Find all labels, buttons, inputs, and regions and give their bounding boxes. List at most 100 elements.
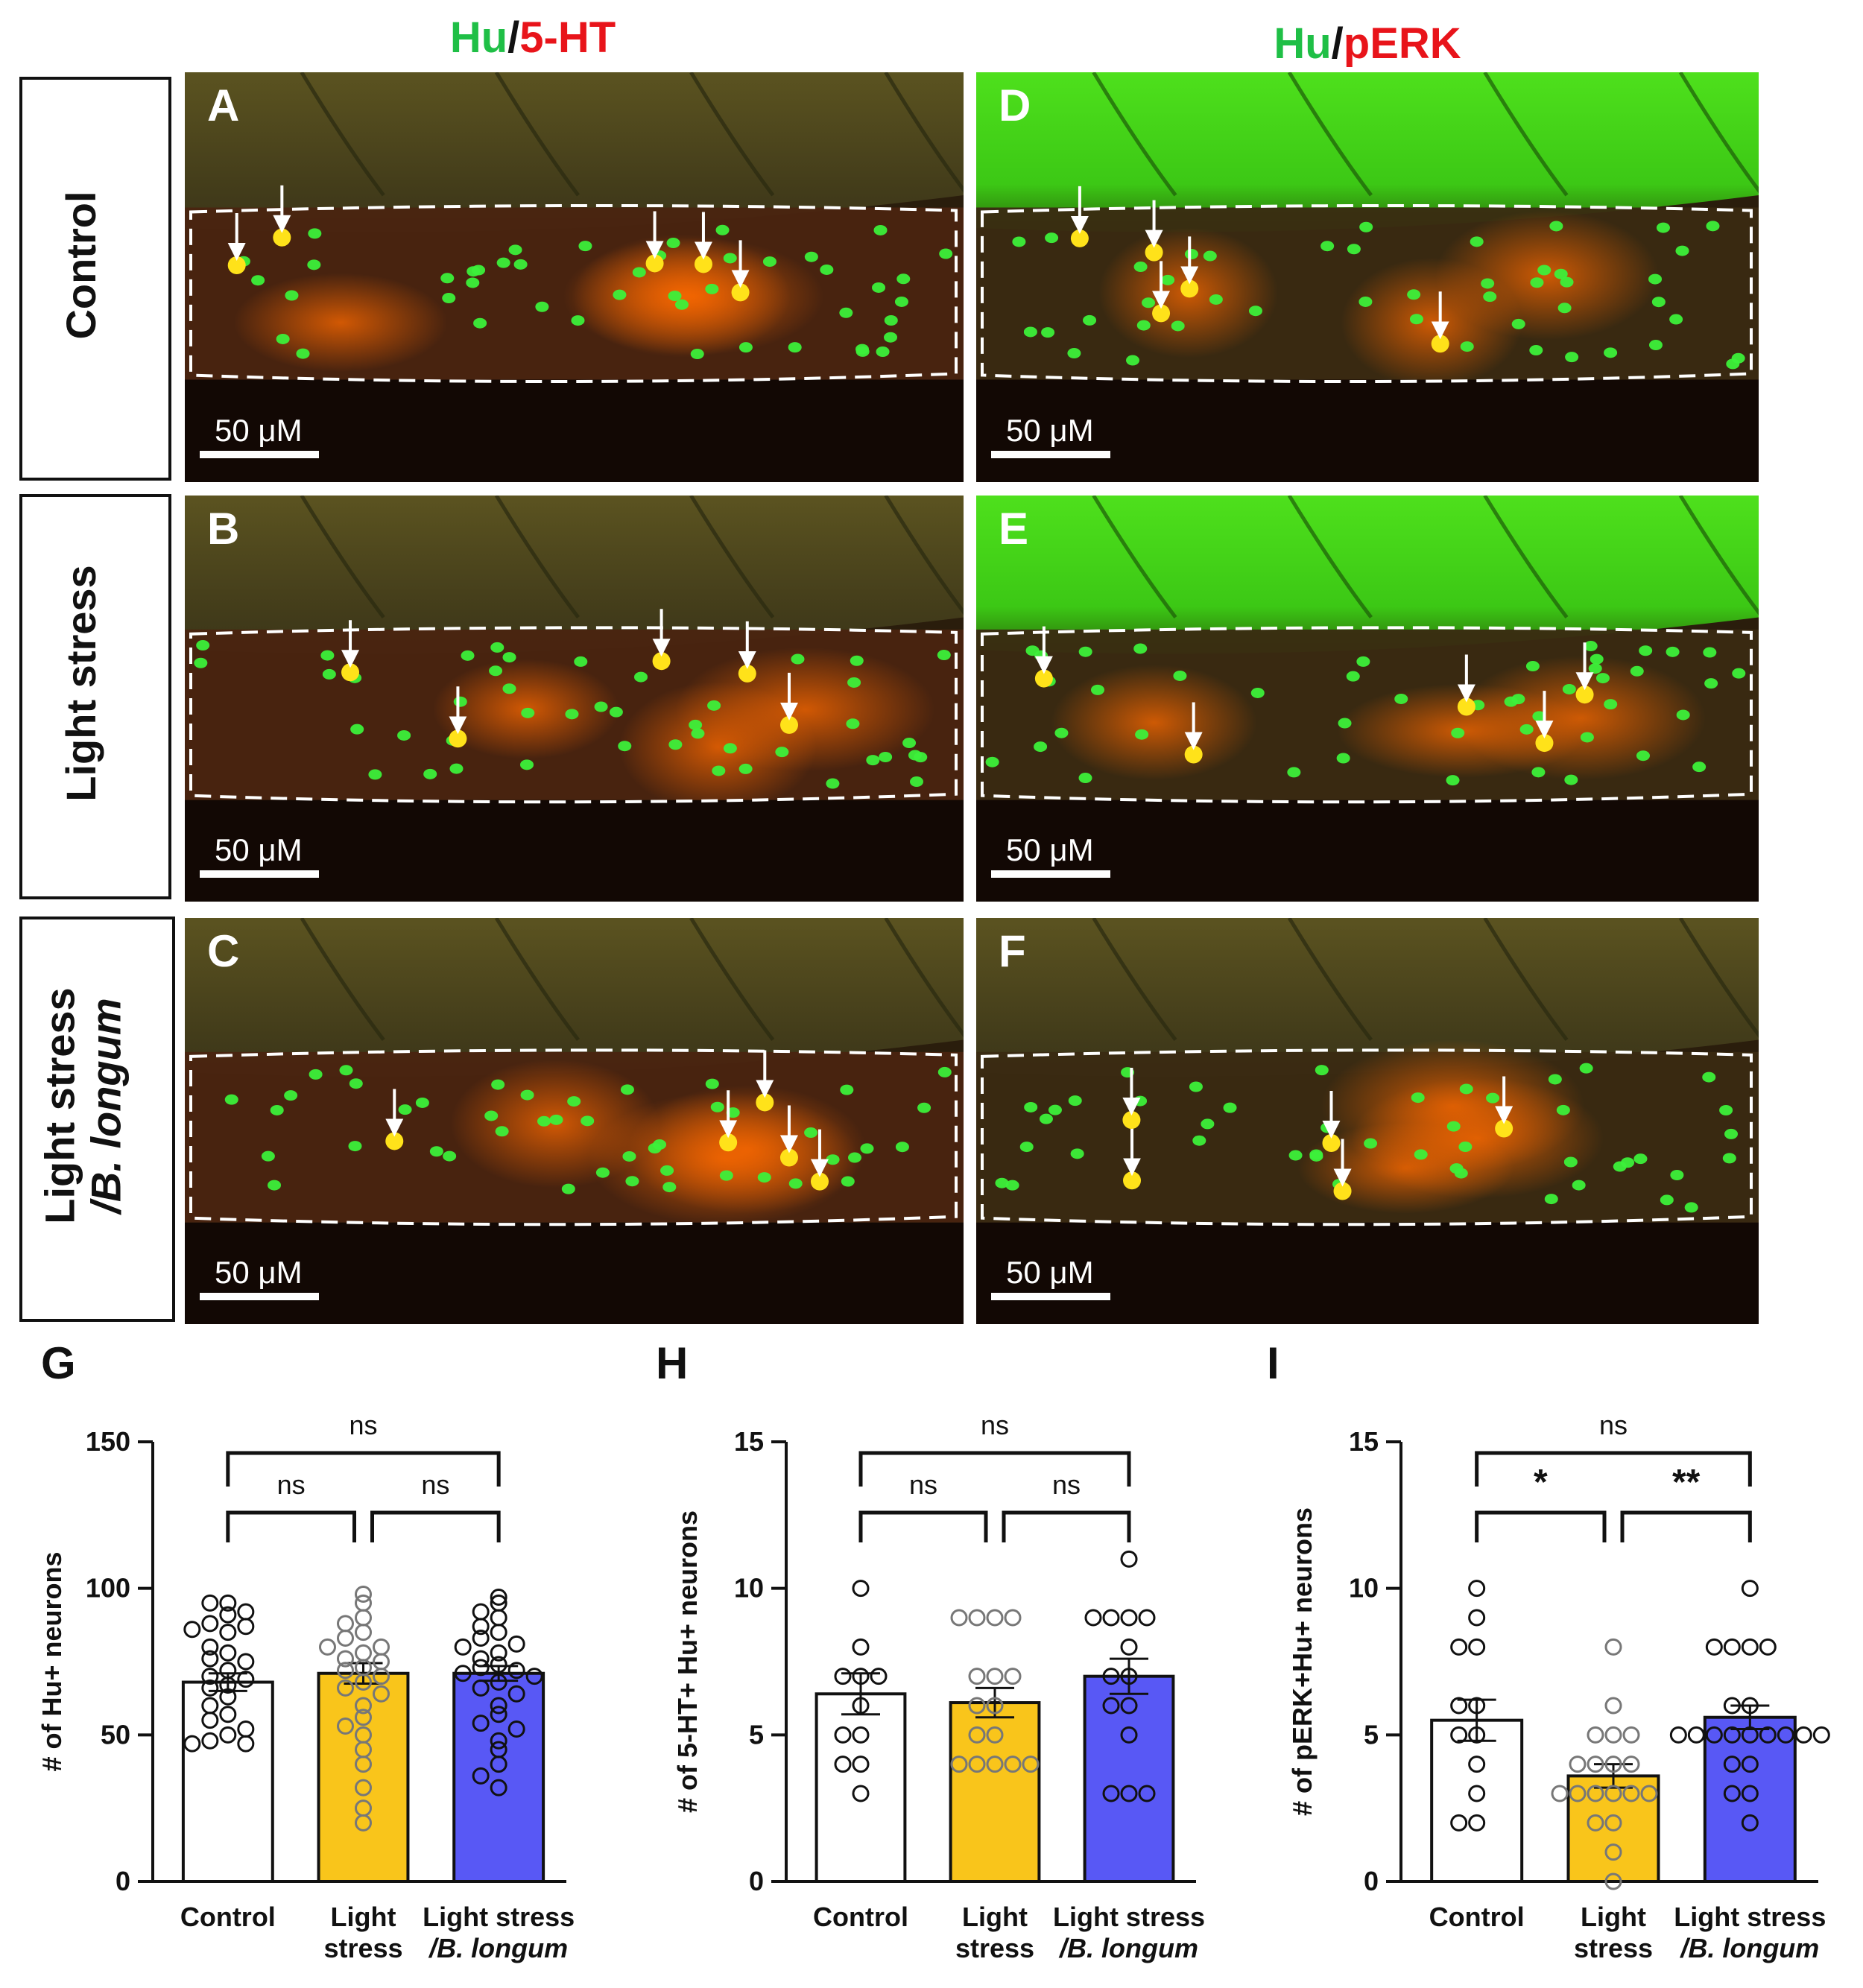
significance-bracket xyxy=(226,1451,501,1487)
data-point xyxy=(986,1726,1004,1744)
data-point xyxy=(986,1756,1004,1773)
hu-neuron xyxy=(1511,318,1525,329)
hu-neuron xyxy=(1511,694,1525,705)
hu-neuron xyxy=(320,650,335,661)
hu-neuron xyxy=(453,696,467,707)
data-point xyxy=(201,1638,219,1656)
scale-bar-label: 50 μM xyxy=(215,832,303,867)
data-point xyxy=(1468,1697,1486,1715)
hu-neuron xyxy=(567,1096,581,1107)
data-point xyxy=(1468,1785,1486,1802)
data-point xyxy=(490,1656,507,1674)
significance-bracket xyxy=(1475,1510,1607,1542)
scale-bar-label: 50 μM xyxy=(1006,413,1094,448)
hu-neuron xyxy=(804,1127,818,1139)
hu-neuron xyxy=(1604,347,1618,358)
hu-neuron xyxy=(261,1150,275,1162)
row-label-frame xyxy=(19,494,171,899)
muscle-striation xyxy=(884,918,964,1038)
chart-g: G # of Hu+ neurons 0 50 100 150 Control Lightst… xyxy=(37,1338,575,1963)
hu-neuron xyxy=(1338,718,1352,729)
hu-neuron xyxy=(449,763,464,774)
hu-neuron xyxy=(1556,1104,1570,1115)
data-point xyxy=(472,1679,490,1697)
hu-neuron xyxy=(1090,684,1104,695)
hu-neuron xyxy=(284,1090,298,1101)
hu-neuron xyxy=(633,671,648,683)
hu-neuron xyxy=(1067,348,1081,359)
data-point xyxy=(1004,1668,1022,1685)
data-point xyxy=(1120,1550,1138,1568)
data-point xyxy=(490,1706,507,1723)
data-point xyxy=(834,1668,852,1685)
data-point xyxy=(1468,1580,1486,1598)
muscle-striation xyxy=(494,918,580,1042)
data-point xyxy=(355,1644,372,1662)
hu-neuron xyxy=(1666,646,1680,657)
column-title-red: pERK xyxy=(1344,19,1461,68)
hu-neuron xyxy=(1702,1071,1716,1083)
category-label: stress xyxy=(1574,1933,1653,1963)
data-point xyxy=(852,1668,870,1685)
hu-neuron xyxy=(1684,1202,1698,1213)
y-tick-label: 0 xyxy=(749,1866,764,1896)
data-point xyxy=(1687,1726,1705,1744)
data-point xyxy=(472,1767,490,1785)
hu-neuron xyxy=(1019,1142,1034,1153)
panel-lower-dark xyxy=(185,1222,964,1324)
data-point xyxy=(355,1609,372,1627)
hu-neuron xyxy=(1548,1074,1562,1085)
category-label: Control xyxy=(180,1902,276,1932)
bar-2 xyxy=(949,1701,1041,1883)
data-point xyxy=(1450,1726,1468,1744)
data-point xyxy=(1450,1814,1468,1832)
significance-label: ** xyxy=(1672,1463,1701,1502)
double-labeled-neuron xyxy=(719,1133,738,1152)
hu-neuron xyxy=(1407,289,1421,300)
hu-neuron xyxy=(876,346,890,357)
data-point xyxy=(507,1662,525,1680)
hu-neuron xyxy=(1346,671,1360,682)
y-tick-label: 0 xyxy=(1364,1866,1379,1896)
hu-neuron xyxy=(1544,1194,1558,1205)
double-labeled-neuron xyxy=(694,255,712,273)
hu-neuron xyxy=(1223,1102,1237,1113)
hu-neuron xyxy=(442,293,456,304)
data-point xyxy=(373,1653,390,1671)
data-point xyxy=(1604,1843,1622,1861)
data-point xyxy=(1723,1785,1741,1802)
y-tick-label: 0 xyxy=(116,1866,130,1896)
hu-neuron xyxy=(594,701,608,712)
data-point xyxy=(337,1662,354,1680)
data-point xyxy=(237,1603,255,1621)
hu-neuron xyxy=(826,1154,840,1165)
gut-outline xyxy=(981,626,1753,804)
data-point xyxy=(490,1609,507,1627)
data-point xyxy=(355,1756,372,1773)
hu-neuron xyxy=(1336,753,1350,764)
hu-neuron xyxy=(349,1078,363,1089)
hu-neuron xyxy=(1486,1092,1500,1104)
hu-neuron xyxy=(520,759,534,770)
data-point xyxy=(1587,1785,1604,1802)
data-point xyxy=(507,1685,525,1703)
hu-neuron xyxy=(625,1176,639,1187)
hu-neuron xyxy=(691,728,705,739)
data-point xyxy=(1022,1756,1040,1773)
chart-panel-letter: I xyxy=(1267,1338,1280,1388)
panel-content xyxy=(976,496,1759,902)
hu-neuron xyxy=(1703,647,1717,658)
data-point xyxy=(219,1688,237,1706)
data-point xyxy=(373,1685,390,1703)
hu-neuron xyxy=(1070,1148,1084,1159)
data-point xyxy=(355,1594,372,1612)
hu-neuron xyxy=(620,1084,634,1095)
column-title-hu-5ht: Hu/5-HT xyxy=(450,13,616,62)
hu-neuron xyxy=(1133,643,1148,654)
hu-neuron xyxy=(738,763,753,774)
scale-bar xyxy=(200,1293,319,1300)
hu-neuron xyxy=(884,332,898,343)
scale-bar-label: 50 μM xyxy=(1006,832,1094,867)
category-label: /B. longum xyxy=(1679,1933,1819,1963)
data-point xyxy=(852,1785,870,1802)
